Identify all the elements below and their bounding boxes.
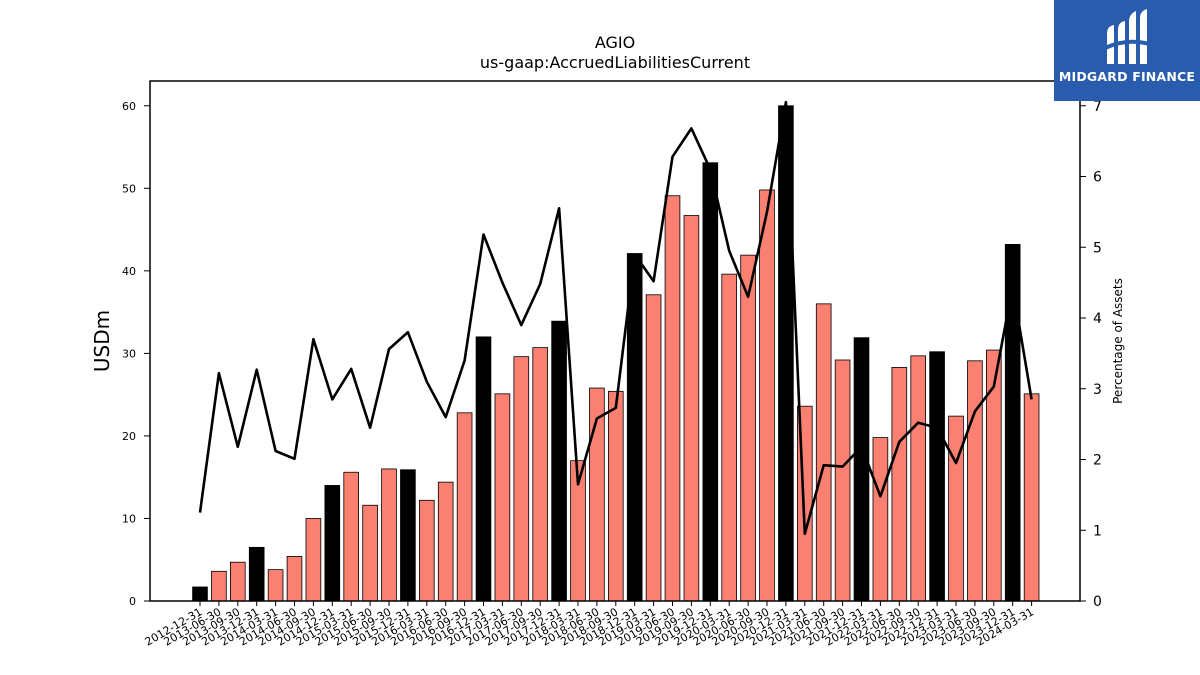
bar	[229, 561, 246, 602]
percentage-line	[198, 100, 1033, 536]
bar	[778, 105, 794, 602]
bar	[853, 337, 870, 602]
bar	[192, 586, 208, 602]
y2-tick-label: 3	[1093, 382, 1102, 398]
bar	[211, 570, 227, 602]
y-tick-label: 0	[129, 595, 136, 608]
bar	[267, 569, 284, 602]
y-tick-label: 50	[122, 182, 136, 195]
y-tick-label: 10	[122, 512, 136, 525]
bar	[702, 162, 719, 602]
bar	[664, 195, 681, 602]
y-tick-label: 60	[122, 100, 136, 113]
bar	[343, 471, 359, 602]
bar	[815, 303, 832, 602]
y2-tick-label: 4	[1093, 311, 1102, 327]
plot-frame	[149, 80, 1081, 602]
y2-tick-label: 5	[1093, 240, 1102, 256]
y2-tick-label: 6	[1093, 170, 1102, 186]
y2-tick-label: 7	[1093, 99, 1102, 115]
bar-series	[192, 105, 1040, 602]
y-axis-label: USDm	[90, 310, 114, 372]
bar	[1004, 244, 1021, 602]
bar	[475, 336, 492, 602]
logo-text: MIDGARD FINANCE	[1058, 69, 1196, 84]
y2-tick-label: 1	[1093, 523, 1102, 539]
bar	[740, 254, 756, 602]
bar	[456, 412, 473, 602]
y2-tick-label: 2	[1093, 453, 1102, 469]
bar	[437, 481, 454, 602]
bar	[248, 546, 265, 602]
y2-axis-ticks: 0 1 2 3 4 5 6 7	[1080, 99, 1102, 610]
bar	[513, 356, 530, 602]
bar	[551, 320, 567, 602]
bar	[1023, 393, 1040, 602]
bar	[872, 437, 889, 602]
bar	[948, 415, 964, 602]
bar	[759, 189, 775, 602]
bar	[324, 485, 341, 602]
bar	[400, 469, 416, 602]
y2-axis-label: Percentage of Assets	[1111, 278, 1125, 404]
chart-title: AGIO	[595, 33, 635, 52]
y-tick-label: 20	[122, 430, 136, 443]
bar	[834, 359, 851, 602]
bar	[721, 273, 737, 602]
y2-tick-label: 0	[1093, 594, 1102, 610]
x-axis-ticks: 2012-12-312013-06-302013-09-302013-12-31…	[143, 601, 1036, 649]
bar	[362, 504, 378, 602]
bar	[645, 294, 662, 602]
bar	[418, 499, 435, 602]
line-series	[198, 100, 1033, 536]
chart-subtitle: us-gaap:AccruedLiabilitiesCurrent	[480, 53, 750, 72]
bar	[910, 355, 926, 602]
y-tick-label: 40	[122, 265, 136, 278]
bar	[381, 468, 397, 602]
bar	[608, 390, 624, 602]
bar	[891, 367, 908, 602]
bar	[286, 556, 303, 602]
midgard-finance-logo: MIDGARD FINANCE	[1054, 0, 1200, 101]
bar	[683, 215, 700, 602]
bar	[967, 360, 983, 602]
bar	[305, 518, 322, 602]
y-axis-ticks: 0 10 20 30 40 50 60	[122, 100, 150, 608]
bar	[532, 347, 548, 602]
midgard-logo-icon	[1104, 9, 1150, 64]
y-tick-label: 30	[122, 347, 136, 360]
bar	[494, 393, 511, 602]
bar	[929, 351, 945, 602]
